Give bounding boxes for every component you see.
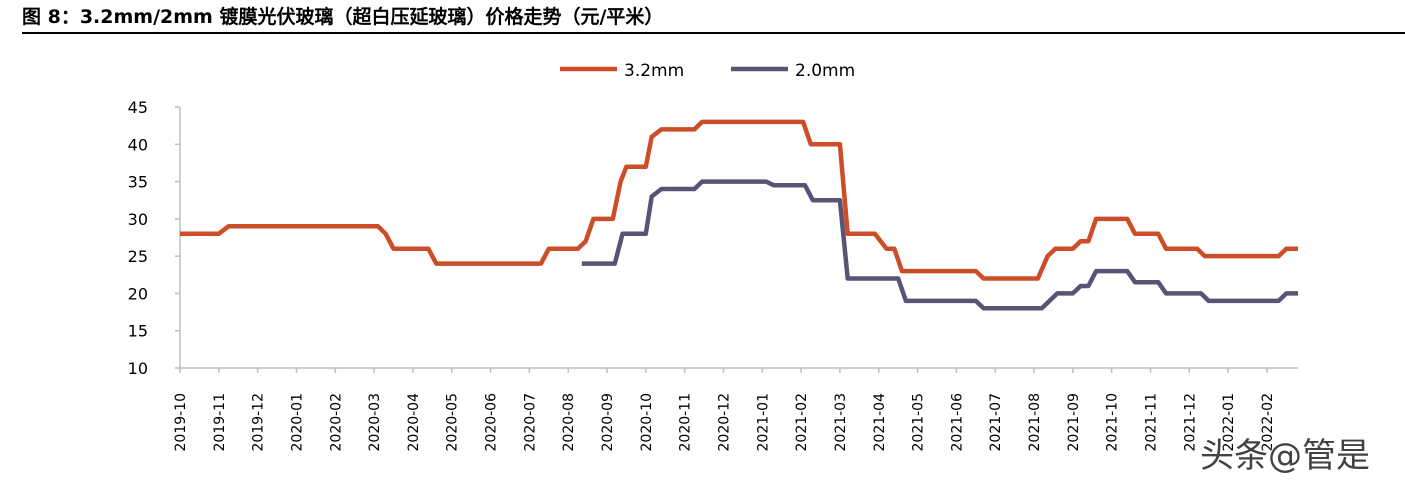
x-tick-label: 2020-04 [406,393,422,452]
x-tick-label: 2019-10 [173,393,189,452]
x-tick-label: 2021-06 [949,393,965,452]
x-tick-label: 2020-11 [678,393,694,452]
y-tick-label: 15 [128,322,148,341]
x-tick-label: 2021-09 [1066,393,1082,452]
series-line-3-2mm [180,119,1298,281]
x-tick-label: 2021-04 [872,393,888,452]
x-tick-label: 2019-11 [212,393,228,452]
x-tick-label: 2021-08 [1027,393,1043,452]
y-tick-label: 35 [128,173,148,192]
x-tick-label: 2022-02 [1260,393,1276,452]
x-tick-label: 2021-01 [755,393,771,452]
x-tick-label: 2021-07 [988,393,1004,452]
x-tick-labels: 2019-10 2019-11 2019-12 2020-01 2020-02 2020-… [173,393,1276,452]
y-tick-label: 45 [128,98,148,117]
x-tick-label: 2020-07 [522,393,538,452]
x-tick-label: 2019-12 [251,393,267,452]
y-tick-label: 10 [128,359,148,378]
axes-group [175,106,1298,373]
y-tick-label: 25 [128,247,148,266]
series-line-2-0mm [581,179,1298,311]
x-tick-label: 2020-05 [445,393,461,452]
x-tick-label: 2020-06 [484,393,500,452]
y-tick-label: 30 [128,210,148,229]
legend-label-2-0mm: 2.0mm [795,61,855,81]
x-tick-label: 2020-03 [367,393,383,452]
watermark-text: 头条@管是 [1200,436,1370,476]
legend: 3.2mm 2.0mm [560,61,855,81]
chart-title: 图 8：3.2mm/2mm 镀膜光伏玻璃（超白压延玻璃）价格走势（元/平米） [22,6,664,28]
x-tick-label: 2020-08 [561,393,577,452]
series-lines [180,119,1298,311]
x-tick-label: 2021-03 [833,393,849,452]
y-tick-label: 40 [128,135,148,154]
x-tick-label: 2021-05 [911,393,927,452]
x-tick-label: 2020-12 [716,393,732,452]
x-tick-label: 2020-10 [639,393,655,452]
legend-label-3-2mm: 3.2mm [624,61,684,81]
title-underline [22,32,1405,34]
x-tick-label: 2021-10 [1105,393,1121,452]
x-tick-label: 2021-11 [1143,393,1159,452]
x-tick-label: 2022-01 [1221,393,1237,452]
x-tick-label: 2021-12 [1182,393,1198,452]
x-tick-label: 2020-01 [289,393,305,452]
x-tick-label: 2020-02 [328,393,344,452]
y-tick-labels: 10 15 20 25 30 35 40 45 [128,98,148,378]
x-tick-label: 2021-02 [794,393,810,452]
y-tick-label: 20 [128,284,148,303]
x-tick-label: 2020-09 [600,393,616,452]
